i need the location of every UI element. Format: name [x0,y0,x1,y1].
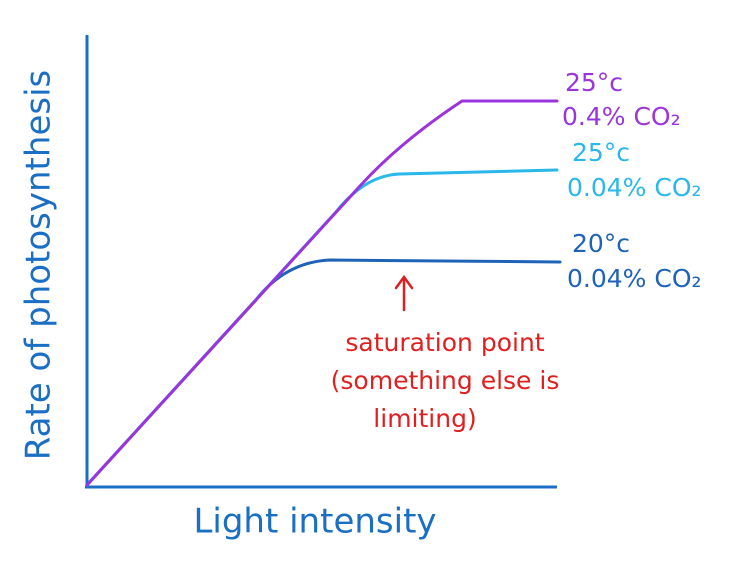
curve-label: 25°c [565,68,623,97]
x-axis-label: Light intensity [193,502,436,542]
curve-label: 0.04% CO₂ [567,173,702,202]
arrow [394,274,414,312]
y-axis-label: Rate of photosynthesis [19,70,59,460]
annotation-text: limiting) [373,404,476,433]
curve-label: 0.04% CO₂ [567,264,702,293]
annotation-text: saturation point [345,328,544,357]
annotation-text: (something else is [331,366,560,395]
curve-25c-high-co2 [85,99,559,487]
curve-label: 0.4% CO₂ [562,102,681,131]
curve-label: 20°c [572,229,630,258]
curve-label: 25°c [572,138,630,167]
